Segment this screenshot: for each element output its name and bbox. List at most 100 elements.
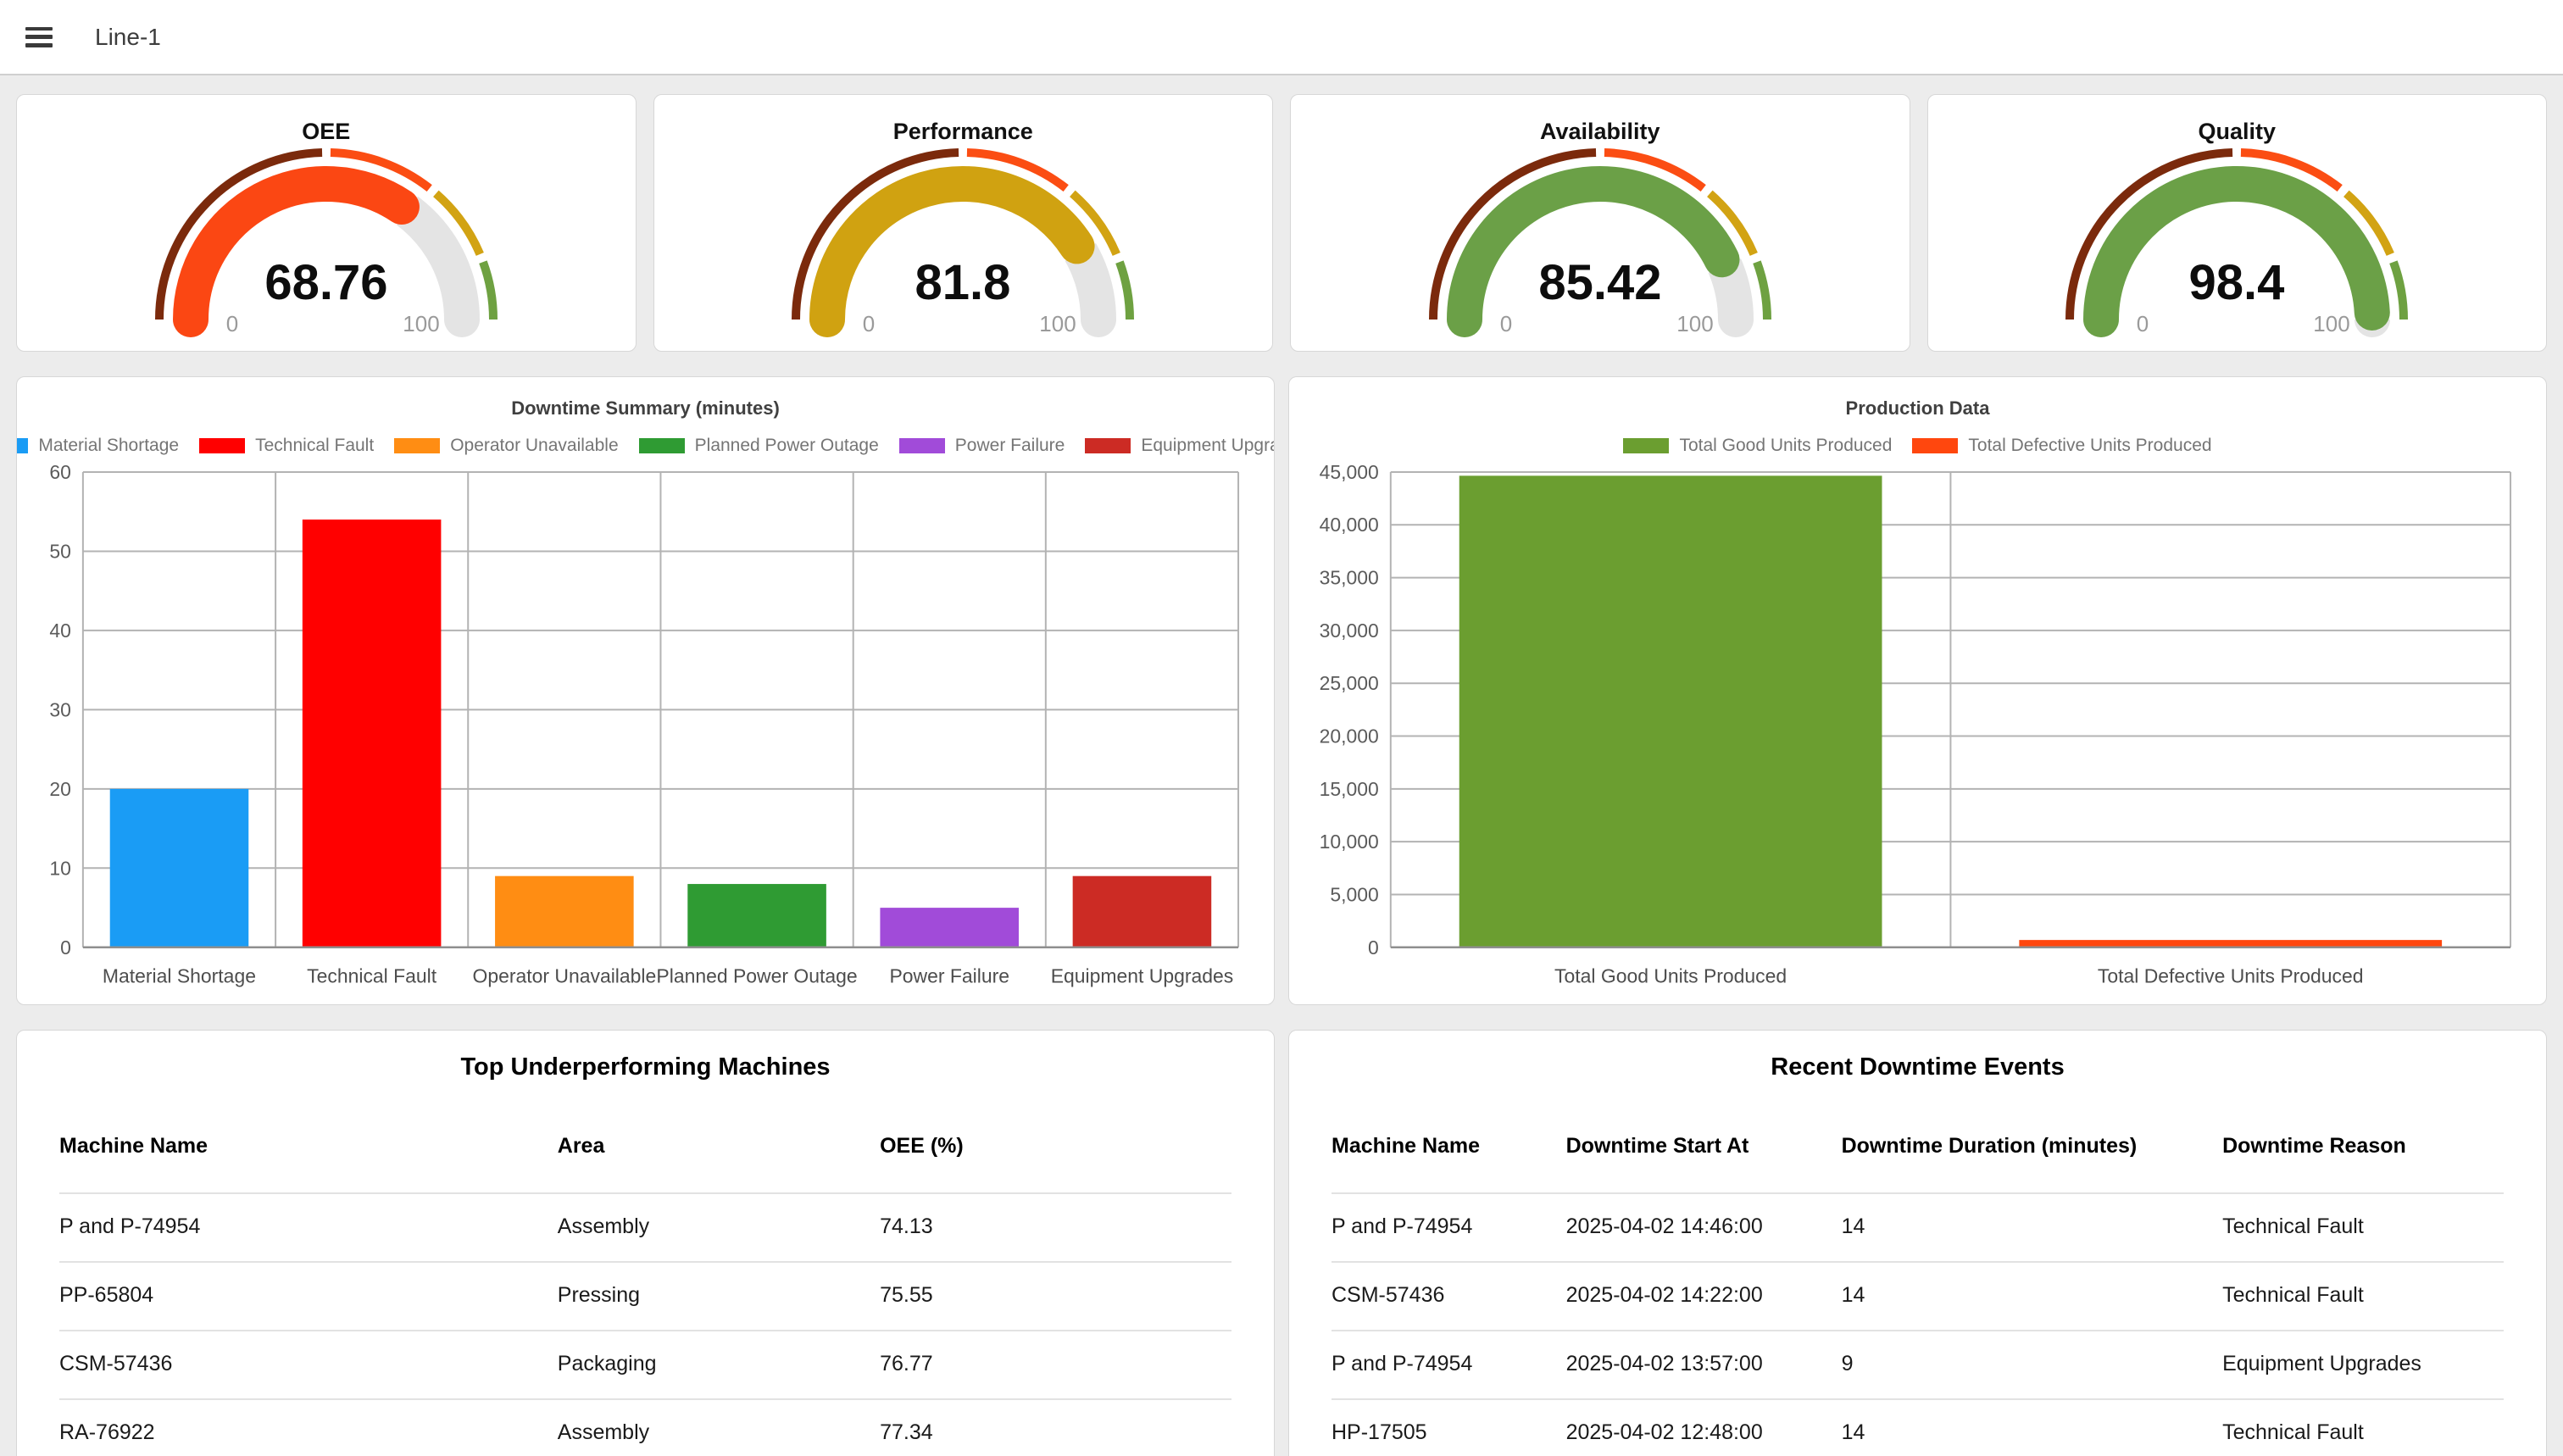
y-tick-label: 60	[49, 461, 71, 483]
table-cell: P and P-74954	[1332, 1331, 1566, 1400]
y-tick-label: 40,000	[1320, 514, 1379, 536]
table-cell: 74.13	[880, 1193, 1231, 1263]
downtime-summary-chart-card: Downtime Summary (minutes) Material Shor…	[16, 376, 1275, 1005]
legend-item: Operator Unavailable	[394, 436, 619, 456]
table-header-cell: Downtime Duration (minutes)	[1841, 1103, 2223, 1194]
legend-swatch	[898, 438, 945, 453]
legend-item: Material Shortage	[17, 436, 180, 456]
y-tick-label: 10,000	[1320, 831, 1379, 853]
gauge-max-label: 100	[1676, 311, 1713, 336]
x-category-label: Material Shortage	[103, 965, 256, 987]
x-category-label: Operator Unavailable	[473, 965, 657, 987]
table-row: RA-76922 Assembly 77.34	[59, 1399, 1231, 1456]
y-tick-label: 20	[49, 778, 71, 800]
legend-item: Planned Power Outage	[638, 436, 879, 456]
quality-gauge: 98.4 0 100	[1928, 147, 2547, 347]
table-cell: Assembly	[557, 1399, 881, 1456]
recent-downtime-events-card: Recent Downtime Events Machine Name Downt…	[1288, 1030, 2547, 1456]
table-cell: 14	[1841, 1262, 2223, 1331]
chart-legend: Total Good Units Produced Total Defective…	[1306, 435, 2529, 457]
legend-label: Material Shortage	[38, 436, 180, 455]
gauge-value: 98.4	[2189, 255, 2285, 310]
gauge-min-label: 0	[2137, 311, 2149, 336]
y-tick-label: 0	[1368, 936, 1379, 959]
performance-gauge: 81.8 0 100	[654, 147, 1273, 347]
legend-swatch	[394, 438, 441, 453]
bar-planned-power-outage[interactable]	[687, 884, 826, 948]
x-category-label: Equipment Upgrades	[1051, 965, 1234, 987]
table-row: Top Underperforming Machines Machine Nam…	[16, 1030, 2547, 1456]
table-cell: Equipment Upgrades	[2222, 1331, 2504, 1400]
table-header-row: Machine Name Area OEE (%)	[59, 1103, 1231, 1194]
y-tick-label: 30,000	[1320, 620, 1379, 642]
y-tick-label: 5,000	[1330, 884, 1378, 906]
bar-chart-plot: 0 10 20 30 40 50 60 Material Shortage Technical …	[49, 461, 1240, 987]
table-cell: CSM-57436	[1332, 1262, 1566, 1331]
table-row: HP-17505 2025-04-02 12:48:00 14 Technical F…	[1332, 1399, 2504, 1456]
legend-swatch	[1623, 438, 1670, 453]
legend-item: Total Defective Units Produced	[1912, 436, 2212, 456]
legend-label: Total Good Units Produced	[1679, 436, 1893, 455]
table-cell: 14	[1841, 1399, 2223, 1456]
underperforming-machines-table: Machine Name Area OEE (%) P and P-74954 Asse…	[59, 1103, 1231, 1456]
bar-power-failure[interactable]	[880, 908, 1019, 948]
top-bar: Line-1	[0, 0, 2563, 75]
legend-label: Technical Fault	[255, 436, 375, 455]
bar-equipment-upgrades[interactable]	[1072, 875, 1212, 948]
y-tick-label: 40	[49, 620, 71, 642]
bar-operator-unavailable[interactable]	[495, 875, 634, 948]
table-cell: 2025-04-02 12:48:00	[1565, 1399, 1842, 1456]
page-title: Line-1	[95, 23, 161, 50]
oee-gauge: 68.76 0 100	[17, 147, 636, 347]
table-cell: PP-65804	[59, 1262, 558, 1331]
table-cell: Pressing	[557, 1262, 881, 1331]
table-cell: 2025-04-02 14:22:00	[1565, 1262, 1842, 1331]
bar-total-defective-units-produced[interactable]	[2019, 940, 2443, 948]
gauge-graphic: 68.76 0 100	[154, 148, 498, 337]
availability-gauge: 85.42 0 100	[1291, 147, 1910, 347]
table-row: CSM-57436 2025-04-02 14:22:00 14 Technical …	[1332, 1262, 2504, 1331]
hamburger-menu-icon[interactable]	[25, 26, 53, 47]
legend-swatch	[1085, 438, 1131, 453]
production-data-chart-card: Production Data Total Good Units Produce…	[1288, 376, 2547, 1005]
table-title: Recent Downtime Events	[1771, 1053, 2065, 1081]
gauge-title: OEE	[302, 119, 351, 144]
gauge-value: 81.8	[915, 255, 1011, 310]
gauge-min-label: 0	[226, 311, 238, 336]
bar-technical-fault[interactable]	[302, 520, 442, 948]
gauge-graphic: 81.8 0 100	[792, 148, 1135, 337]
y-tick-label: 35,000	[1320, 567, 1379, 589]
chart-row: Downtime Summary (minutes) Material Shor…	[16, 376, 2547, 1005]
table-row: CSM-57436 Packaging 76.77	[59, 1331, 1231, 1400]
legend-label: Power Failure	[954, 436, 1065, 455]
table-row: P and P-74954 Assembly 74.13	[59, 1193, 1231, 1263]
legend-swatch	[199, 438, 246, 453]
gauge-card-performance: Performance 81.8 0 100	[653, 94, 1273, 352]
x-category-label: Total Good Units Produced	[1554, 965, 1787, 987]
gauge-min-label: 0	[863, 311, 875, 336]
table-title: Top Underperforming Machines	[460, 1053, 831, 1081]
table-header-cell: Machine Name	[1332, 1103, 1566, 1194]
gauge-graphic: 98.4 0 100	[2065, 148, 2409, 337]
table-cell: Technical Fault	[2222, 1399, 2504, 1456]
legend-item: Power Failure	[898, 436, 1065, 456]
bar-total-good-units-produced[interactable]	[1459, 475, 1882, 948]
bar-material-shortage[interactable]	[109, 788, 249, 948]
legend-label: Equipment Upgrades	[1141, 436, 1274, 455]
hamburger-bar	[25, 35, 53, 39]
gauge-value: 68.76	[264, 255, 387, 310]
y-tick-label: 30	[49, 698, 71, 720]
table-cell: 2025-04-02 14:46:00	[1565, 1193, 1842, 1263]
table-header-cell: Area	[557, 1103, 881, 1194]
table-cell: Technical Fault	[2222, 1193, 2504, 1263]
table-cell: P and P-74954	[1332, 1193, 1566, 1263]
y-tick-label: 0	[60, 936, 71, 959]
table-header-cell: Downtime Reason	[2222, 1103, 2504, 1194]
gauge-title: Quality	[2198, 119, 2277, 144]
table-row: PP-65804 Pressing 75.55	[59, 1262, 1231, 1331]
gauge-max-label: 100	[2314, 311, 2350, 336]
legend-item: Total Good Units Produced	[1623, 436, 1892, 456]
y-tick-label: 15,000	[1320, 778, 1379, 800]
table-header-row: Machine Name Downtime Start At Downtime Du…	[1332, 1103, 2504, 1194]
